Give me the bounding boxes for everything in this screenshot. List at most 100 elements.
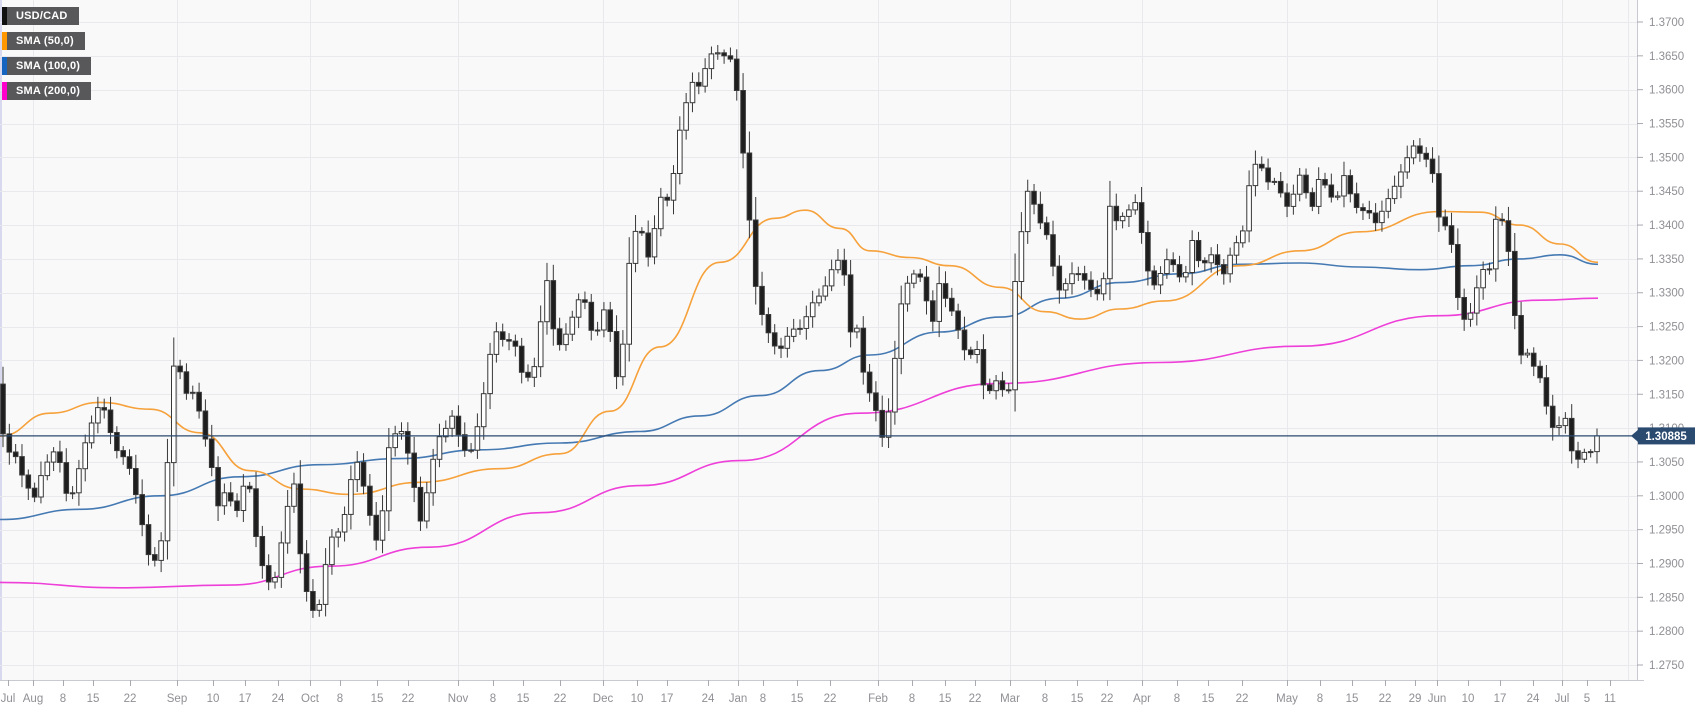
y-axis-label: 1.3650 xyxy=(1649,51,1684,63)
candle-up xyxy=(430,458,436,494)
candle-down xyxy=(999,380,1006,391)
legend-item-symbol[interactable]: USD/CAD xyxy=(2,7,79,25)
candle-up xyxy=(1240,230,1246,244)
candle-up xyxy=(974,349,980,355)
candle-up xyxy=(1290,193,1297,207)
candle-down xyxy=(917,273,924,278)
candle-down xyxy=(1347,175,1354,195)
y-axis-label: 1.2800 xyxy=(1649,626,1684,638)
candle-up xyxy=(1100,278,1107,295)
candle-down xyxy=(1455,244,1461,298)
sma200-label: SMA (200,0) xyxy=(16,85,81,97)
candle-up xyxy=(379,510,386,541)
candle-down xyxy=(923,276,930,302)
candle-down xyxy=(265,565,272,583)
candle-down xyxy=(455,415,462,436)
candle-down xyxy=(1037,203,1044,224)
candle-up xyxy=(386,447,392,512)
candle-down xyxy=(145,524,152,556)
legend-item-sma200[interactable]: SMA (200,0) xyxy=(2,82,92,100)
candle-up xyxy=(898,303,905,359)
x-axis-label: Jul xyxy=(1555,693,1570,705)
candle-down xyxy=(841,259,848,276)
candle-up xyxy=(537,321,544,368)
candle-up xyxy=(904,282,911,305)
candle-up xyxy=(575,299,582,318)
candle-up xyxy=(38,475,44,498)
x-axis-label: 8 xyxy=(490,693,496,705)
x-axis-label: 17 xyxy=(661,693,674,705)
series-color-bar xyxy=(2,7,7,25)
x-axis-label: 22 xyxy=(402,693,415,705)
price-tag-value: 1.30885 xyxy=(1645,431,1687,443)
candle-down xyxy=(246,485,253,490)
y-axis-label: 1.2850 xyxy=(1649,592,1684,604)
x-axis-label: Oct xyxy=(301,693,320,705)
candle-up xyxy=(626,262,633,345)
candle-up xyxy=(1391,185,1398,200)
candle-down xyxy=(866,371,873,394)
candle-down xyxy=(499,331,506,340)
candle-down xyxy=(19,456,25,476)
candle-down xyxy=(506,339,512,342)
x-axis-label: 10 xyxy=(207,693,220,705)
candle-up xyxy=(329,536,335,566)
candle-down xyxy=(1138,202,1145,234)
y-axis-label: 1.3450 xyxy=(1649,186,1684,198)
candle-up xyxy=(708,53,715,70)
candle-down xyxy=(310,591,316,611)
candle-up xyxy=(715,52,721,55)
candle-down xyxy=(645,232,652,258)
candle-down xyxy=(1056,265,1063,291)
candle-up xyxy=(822,285,829,297)
candle-up xyxy=(1075,273,1082,276)
sma50-label: SMA (50,0) xyxy=(16,35,74,47)
candle-up xyxy=(164,462,171,542)
y-axis-label: 1.3550 xyxy=(1649,119,1684,131)
x-axis-label: 8 xyxy=(337,693,343,705)
x-axis-label: 22 xyxy=(1101,693,1114,705)
candle-up xyxy=(601,309,607,331)
x-axis-label: 24 xyxy=(272,693,285,705)
candle-down xyxy=(740,90,746,154)
candle-down xyxy=(1284,192,1290,207)
candles[interactable] xyxy=(0,45,1600,618)
candle-up xyxy=(892,357,898,413)
candle-up xyxy=(1164,259,1170,275)
candle-up xyxy=(341,514,348,533)
candle-up xyxy=(835,259,841,271)
candle-down xyxy=(752,219,759,287)
candle-up xyxy=(620,343,626,378)
x-axis-label: 8 xyxy=(60,693,66,705)
candle-down xyxy=(696,81,702,87)
candle-down xyxy=(1088,279,1094,290)
candle-up xyxy=(354,461,360,481)
legend-item-sma100[interactable]: SMA (100,0) xyxy=(2,57,92,75)
candle-up xyxy=(1183,272,1189,278)
x-axis-label: 24 xyxy=(1527,693,1540,705)
candle-up xyxy=(1486,268,1493,271)
candle-down xyxy=(613,331,620,378)
candle-down xyxy=(126,456,133,469)
candle-down xyxy=(1277,180,1284,194)
plot-area[interactable] xyxy=(0,0,1637,680)
candle-down xyxy=(771,332,778,347)
candle-up xyxy=(50,451,57,463)
candle-down xyxy=(417,486,424,522)
candle-down xyxy=(582,299,588,303)
candle-up xyxy=(1227,254,1233,275)
candle-down xyxy=(930,300,936,322)
sma-line-sma-50[interactable] xyxy=(0,209,1599,496)
candle-down xyxy=(1328,184,1335,198)
candle-down xyxy=(1151,270,1158,286)
candle-down xyxy=(1043,222,1050,236)
legend-item-sma50[interactable]: SMA (50,0) xyxy=(2,32,85,50)
x-axis-label: 24 xyxy=(702,693,715,705)
x-axis-label: 22 xyxy=(124,693,137,705)
candle-up xyxy=(1410,145,1417,159)
y-axis-label: 1.3350 xyxy=(1649,254,1684,266)
candle-up xyxy=(158,540,164,561)
candle-up xyxy=(658,196,664,230)
